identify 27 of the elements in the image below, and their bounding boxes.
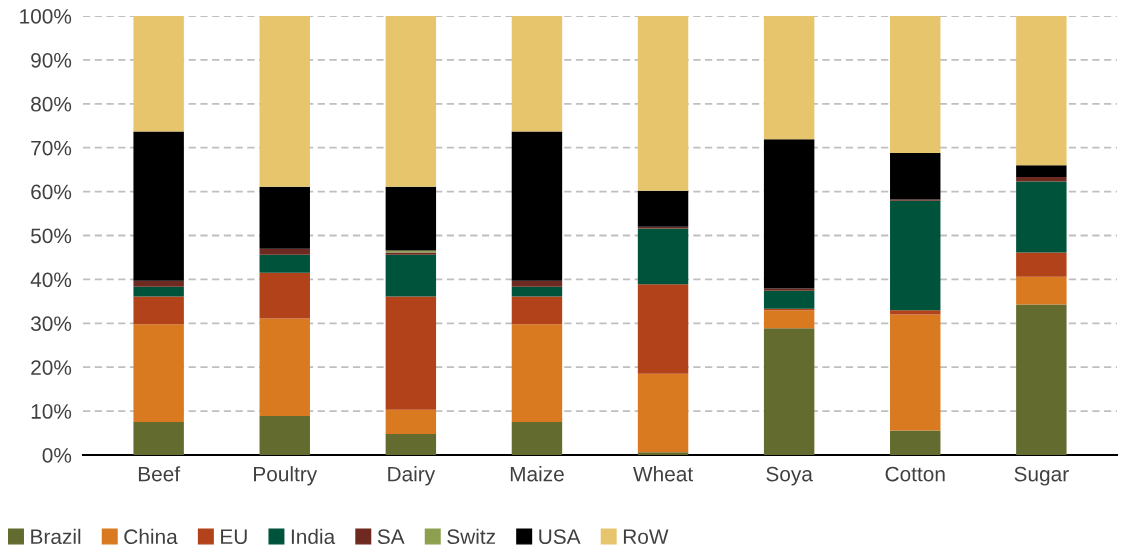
x-tick-label: Wheat bbox=[633, 466, 693, 482]
y-tick-label: 30% bbox=[30, 316, 72, 332]
y-tick-label: 90% bbox=[31, 52, 72, 68]
y-tick-label: 100% bbox=[20, 9, 72, 24]
x-tick-label: Beef bbox=[138, 466, 181, 482]
y-tick-label: 20% bbox=[31, 360, 72, 375]
legend-label: India bbox=[291, 528, 336, 545]
legend-label: China bbox=[124, 528, 178, 545]
x-tick-label: Dairy bbox=[388, 466, 436, 486]
legend-label: EU bbox=[221, 529, 247, 545]
x-tick-label: Soya bbox=[766, 466, 813, 486]
x-tick-label: Sugar bbox=[1014, 466, 1069, 486]
x-tick-label: Poultry bbox=[254, 466, 318, 486]
x-tick-label: Cotton bbox=[885, 466, 945, 482]
legend-label: Switz bbox=[447, 528, 496, 545]
y-tick-label: 80% bbox=[31, 96, 72, 112]
legend-label: Brazil bbox=[31, 528, 81, 545]
y-tick-label: 40% bbox=[30, 272, 72, 288]
x-tick-label: Maize bbox=[510, 466, 564, 482]
legend-label: SA bbox=[377, 529, 405, 545]
legend-label: USA bbox=[539, 529, 581, 545]
y-tick-label: 0% bbox=[42, 448, 72, 463]
legend-label: RoW bbox=[623, 529, 669, 545]
y-tick-label: 70% bbox=[31, 140, 72, 156]
y-tick-label: 60% bbox=[31, 184, 72, 200]
y-tick-label: 10% bbox=[31, 404, 72, 419]
y-tick-label: 50% bbox=[31, 228, 72, 244]
